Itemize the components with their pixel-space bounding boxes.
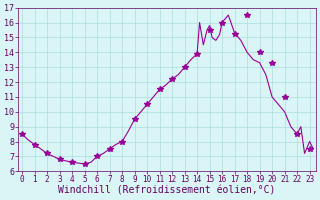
X-axis label: Windchill (Refroidissement éolien,°C): Windchill (Refroidissement éolien,°C) [58, 186, 276, 196]
